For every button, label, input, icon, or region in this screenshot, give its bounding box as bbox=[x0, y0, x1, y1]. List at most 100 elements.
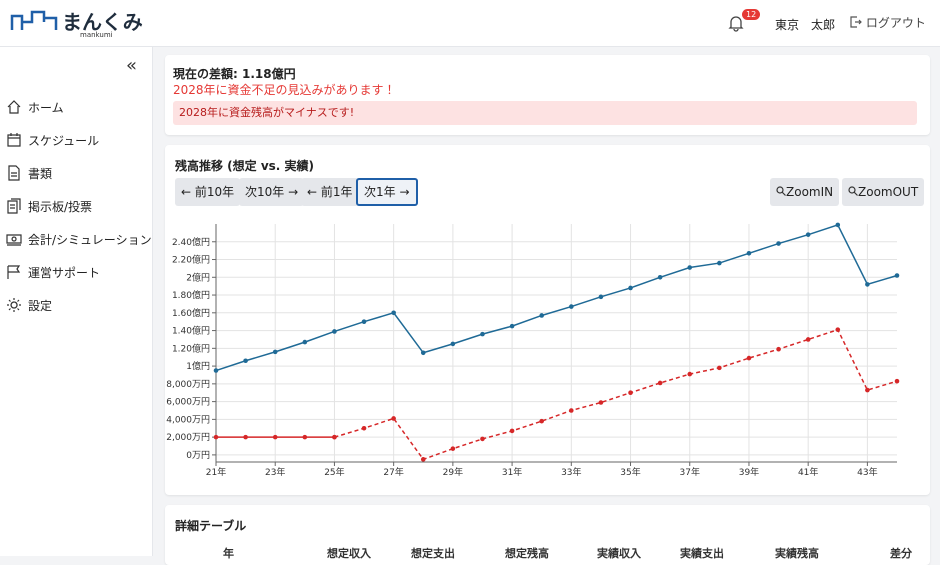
y-tick-label: 2億円 bbox=[186, 271, 210, 283]
table-card: 詳細テーブル 年 想定収入 想定支出 想定残高 実績収入 実績支出 実績残高 差分 bbox=[165, 505, 930, 565]
y-tick-label: 2.20億円 bbox=[172, 254, 210, 266]
data-point bbox=[450, 446, 456, 451]
zoom-in-label: ZoomIN bbox=[786, 185, 834, 199]
menu-icon bbox=[7, 298, 21, 312]
table-column-header: 差分 bbox=[890, 547, 912, 560]
data-point bbox=[213, 368, 219, 373]
zoom-out-button[interactable]: ZoomOUT bbox=[842, 178, 925, 206]
collapse-button[interactable]: « bbox=[126, 55, 138, 76]
chart: 0万円 2,000万円 4,000万円 6,000万円 8,000万円 1億円 1.20億円… bbox=[166, 222, 900, 478]
x-tick-label: 41年 bbox=[798, 466, 818, 478]
bell-icon[interactable] bbox=[728, 14, 744, 32]
menu-item[interactable]: 掲示板/投票 bbox=[6, 196, 92, 216]
y-tick-label: 1.40億円 bbox=[172, 325, 210, 337]
x-tick-label: 37年 bbox=[680, 466, 700, 478]
zoom-out-label: ZoomOUT bbox=[858, 185, 919, 199]
header: まんくみ mankumi 12 東京 太郎 ログアウト bbox=[0, 0, 940, 47]
table-column-header: 想定残高 bbox=[505, 547, 549, 560]
menu-item[interactable]: スケジュール bbox=[6, 130, 99, 150]
x-tick-label: 35年 bbox=[620, 466, 640, 478]
data-point bbox=[509, 323, 515, 329]
table-column-header: 年 bbox=[223, 547, 234, 560]
data-point bbox=[243, 434, 248, 440]
table-title: 詳細テーブル bbox=[175, 519, 247, 533]
data-point bbox=[805, 337, 811, 342]
y-tick-label: 4,000万円 bbox=[166, 414, 210, 425]
data-point bbox=[865, 387, 870, 393]
menu-label: 会計/シミュレーション bbox=[28, 232, 152, 247]
y-tick-label: 6,000万円 bbox=[166, 397, 210, 408]
data-point bbox=[509, 428, 515, 434]
data-point bbox=[657, 380, 663, 386]
y-tick-label: 1.60億円 bbox=[172, 307, 210, 319]
data-point bbox=[480, 436, 485, 442]
zoom-icon bbox=[848, 186, 858, 196]
logo-sub: mankumi bbox=[80, 31, 113, 39]
logo-icon bbox=[10, 10, 58, 30]
data-point bbox=[776, 241, 781, 246]
menu-item[interactable]: 運営サポート bbox=[6, 262, 100, 282]
data-point bbox=[569, 408, 574, 413]
summary-card: 現在の差額: 1.18億円 2028年に資金不足の見込みがあります！ 2028年… bbox=[165, 55, 930, 135]
next-1-button[interactable]: 次1年 → bbox=[356, 178, 418, 206]
x-tick-label: 21年 bbox=[206, 466, 226, 478]
menu-icon bbox=[7, 198, 21, 214]
y-tick-label: 2.40億円 bbox=[172, 236, 210, 248]
data-point bbox=[835, 222, 841, 228]
logout[interactable]: ログアウト bbox=[850, 14, 926, 31]
data-point bbox=[717, 260, 722, 266]
data-point bbox=[450, 341, 456, 347]
data-point bbox=[865, 282, 870, 287]
x-tick-label: 39年 bbox=[739, 466, 759, 478]
x-tick-label: 31年 bbox=[502, 466, 522, 478]
menu-icon bbox=[7, 100, 21, 114]
menu-item[interactable]: ホーム bbox=[6, 97, 64, 117]
data-point bbox=[213, 434, 219, 440]
table-column-header: 想定収入 bbox=[327, 547, 371, 560]
series-line bbox=[334, 328, 898, 461]
y-tick-label: 0万円 bbox=[186, 450, 210, 461]
table-column-header: 実績支出 bbox=[680, 547, 724, 560]
menu-item[interactable]: 設定 bbox=[6, 295, 52, 315]
menu-item[interactable]: 会計/シミュレーション bbox=[6, 229, 152, 249]
zoom-in-button[interactable]: ZoomIN bbox=[770, 178, 840, 206]
data-point bbox=[598, 294, 604, 300]
data-point bbox=[539, 418, 544, 424]
y-tick-label: 1.20億円 bbox=[172, 342, 210, 354]
prev-1-button[interactable]: ← 前1年 bbox=[301, 178, 359, 206]
menu-icon bbox=[7, 133, 21, 147]
data-point bbox=[480, 331, 485, 337]
menu-label: 設定 bbox=[28, 298, 53, 313]
user-name[interactable]: 東京 太郎 bbox=[775, 18, 836, 32]
data-point bbox=[717, 365, 722, 371]
next-10-button[interactable]: 次10年 → bbox=[239, 178, 305, 206]
menu-item[interactable]: 書類 bbox=[6, 163, 52, 183]
logo[interactable]: まんくみ bbox=[62, 10, 143, 34]
x-tick-label: 33年 bbox=[561, 466, 581, 478]
data-point bbox=[835, 327, 841, 332]
menu-label: 運営サポート bbox=[28, 265, 101, 280]
data-point bbox=[361, 425, 367, 431]
data-point bbox=[746, 355, 752, 361]
prev-10-button[interactable]: ← 前10年 bbox=[175, 178, 241, 206]
data-point bbox=[302, 434, 308, 440]
menu-icon bbox=[6, 234, 22, 246]
menu-icon bbox=[7, 265, 21, 279]
y-tick-label: 8,000万円 bbox=[166, 379, 210, 390]
data-point bbox=[420, 350, 426, 356]
logout-label: ログアウト bbox=[865, 16, 926, 30]
table-column-header: 想定支出 bbox=[411, 547, 455, 560]
data-point bbox=[598, 400, 604, 405]
y-tick-label: 1.80億円 bbox=[172, 289, 210, 301]
warning: 2028年に資金不足の見込みがあります！ bbox=[173, 83, 396, 97]
x-tick-label: 23年 bbox=[265, 466, 285, 478]
data-point bbox=[420, 457, 426, 462]
y-tick-label: 1億円 bbox=[186, 360, 210, 372]
data-point bbox=[243, 358, 248, 364]
x-tick-label: 27年 bbox=[383, 466, 403, 478]
y-tick-label: 2,000万円 bbox=[166, 432, 210, 443]
zoom-icon bbox=[776, 186, 786, 196]
menu-label: 掲示板/投票 bbox=[28, 199, 93, 214]
table-column-header: 実績残高 bbox=[775, 547, 819, 560]
